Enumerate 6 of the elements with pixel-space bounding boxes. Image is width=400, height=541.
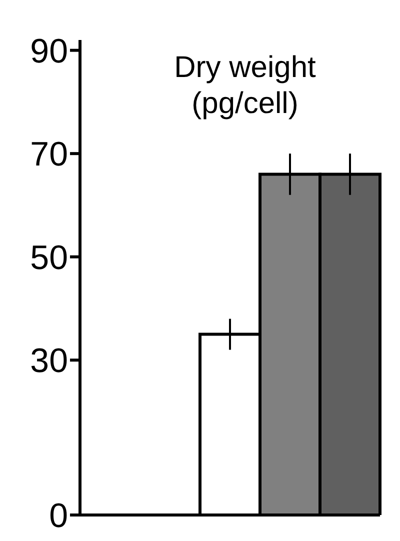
y-tick-label: 0 bbox=[49, 497, 68, 536]
y-tick-label: 50 bbox=[30, 238, 68, 277]
y-tick-label: 30 bbox=[30, 342, 68, 380]
text: Dry weight (pg/cell) bbox=[173, 50, 317, 122]
y-tick-label: 90 bbox=[30, 32, 68, 70]
y-tick-label: 70 bbox=[30, 136, 68, 174]
